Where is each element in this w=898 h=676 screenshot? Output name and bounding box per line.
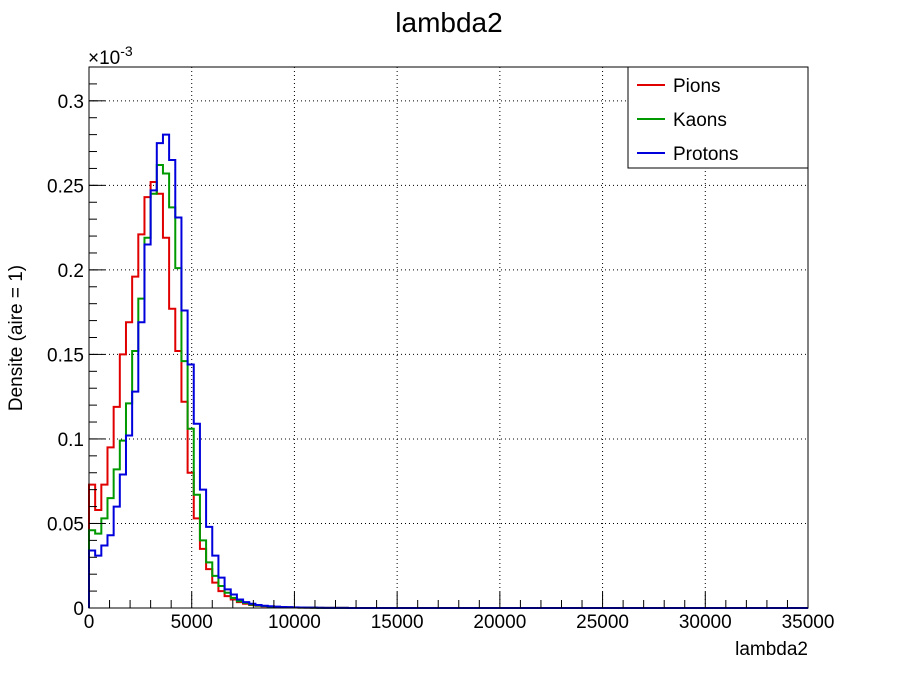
series-group — [88, 133, 808, 609]
x-tick-label: 30000 — [679, 612, 732, 633]
series-protons-line — [88, 133, 808, 609]
x-tick-label: 25000 — [576, 612, 629, 633]
x-axis: 0 5000 10000 15000 20000 25000 30000 35000 — [84, 592, 835, 633]
x-tick-label: 10000 — [268, 612, 321, 633]
y-tick-label: 0.05 — [47, 514, 84, 535]
chart-title: lambda2 — [395, 7, 502, 38]
x-tick-label: 15000 — [371, 612, 424, 633]
legend-label-pions: Pions — [673, 76, 721, 97]
x-tick-label: 20000 — [473, 612, 526, 633]
x-tick-label: 0 — [84, 612, 95, 633]
y-tick-label: 0.25 — [47, 176, 84, 197]
legend-label-protons: Protons — [673, 144, 738, 165]
y-tick-label: 0.15 — [47, 345, 84, 366]
y-exponent-label: ×10-3 — [88, 43, 133, 69]
y-axis: 0 0.05 0.1 0.15 0.2 0.25 0.3 — [47, 83, 105, 620]
series-pions-line — [88, 180, 808, 609]
y-axis-label: Densite (aire = 1) — [6, 265, 27, 411]
x-tick-label: 35000 — [782, 612, 835, 633]
legend-label-kaons: Kaons — [673, 110, 727, 131]
y-tick-label: 0 — [73, 599, 84, 620]
y-tick-label: 0.2 — [58, 261, 84, 282]
x-axis-label: lambda2 — [735, 639, 808, 660]
legend-box — [627, 66, 809, 169]
x-tick-label: 5000 — [171, 612, 213, 633]
y-tick-label: 0.3 — [58, 92, 84, 113]
y-tick-label: 0.1 — [58, 430, 84, 451]
series-kaons-line — [88, 164, 808, 609]
legend: Pions Kaons Protons — [627, 66, 809, 169]
